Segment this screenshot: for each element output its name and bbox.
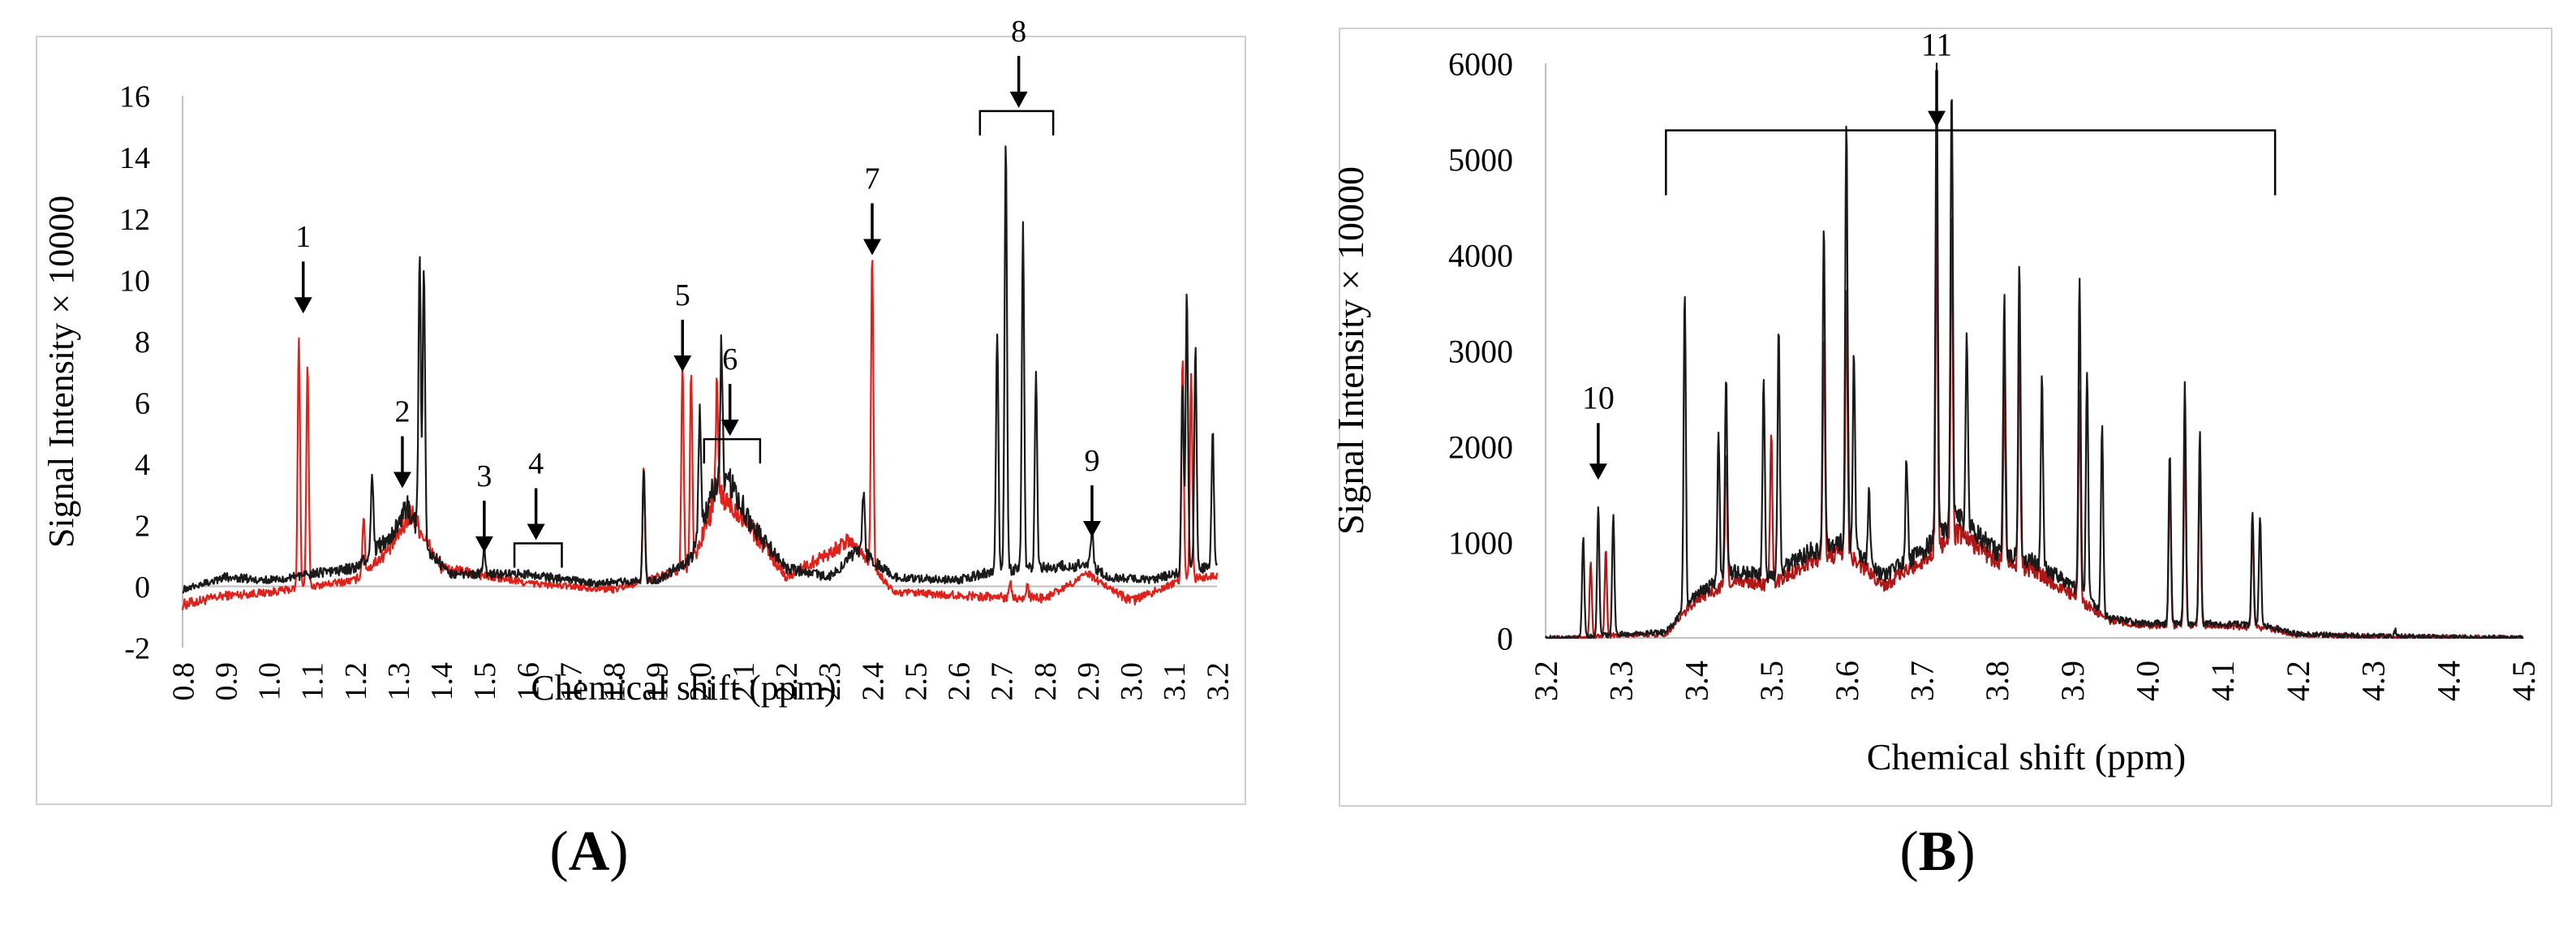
x-tick-label-A: 3.2 [1201,662,1235,701]
x-tick-label-B: 3.2 [1528,661,1564,701]
y-tick-label-A: 6 [135,386,150,420]
x-tick-label-A: 1.3 [382,662,416,701]
x-tick-label-A: 1.5 [468,662,502,701]
annotation-arrowhead-3 [475,536,493,553]
annotation-label-8: 8 [1011,15,1026,49]
x-tick-label-A: 2.6 [943,662,977,701]
annotation-bracket-6 [703,437,762,464]
y-tick-label-B: 6000 [1448,45,1513,82]
x-tick-label-A: 1.0 [253,662,287,701]
x-tick-label-B: 4.3 [2355,661,2392,701]
annotation-arrowhead-2 [393,472,411,489]
y-axis-title-B: Signal Intensity × 10000 [1330,166,1371,535]
annotation-arrowhead-4 [527,523,545,541]
series-line-B-red-spectrum [1545,208,2524,640]
y-tick-label-A: 16 [119,80,150,114]
x-tick-label-A: 0.8 [166,662,200,701]
annotation-arrowhead-8 [1009,91,1028,108]
annotation-arrowhead-11 [1928,110,1946,127]
annotation-bracket-4 [513,542,563,568]
x-tick-label-B: 3.5 [1753,661,1790,701]
y-tick-label-A: 8 [135,325,150,360]
x-tick-label-A: 0.9 [209,662,243,701]
x-tick-label-A: 2.5 [899,662,933,701]
x-tick-label-A: 1.4 [425,662,459,701]
annotation-label-11: 11 [1921,27,1953,63]
x-tick-label-B: 4.1 [2204,661,2241,701]
x-axis-title-A: Chemical shift (ppm) [531,668,836,708]
x-axis-title-B: Chemical shift (ppm) [1867,736,2186,777]
annotation-label-3: 3 [476,459,492,493]
series-line-B-black-spectrum [1545,62,2524,640]
x-tick-label-A: 3.0 [1115,662,1149,701]
y-tick-label-A: 12 [119,203,150,237]
annotation-bracket-11 [1665,129,2277,196]
panel-a-label: (A) [549,820,629,883]
annotation-label-1: 1 [295,220,311,254]
x-tick-label-B: 4.0 [2130,661,2166,701]
annotation-arrowhead-7 [863,239,881,256]
x-tick-label-A: 1.1 [296,662,330,701]
annotation-arrowhead-5 [673,355,692,372]
series-line-A-red-spectrum [181,260,1219,610]
x-tick-label-A: 3.1 [1158,662,1192,701]
x-tick-label-A: 2.0 [684,662,718,701]
panel-b-label: (B) [1899,820,1976,883]
x-tick-label-B: 4.5 [2505,661,2542,701]
annotation-arrowhead-9 [1082,521,1101,537]
series-line-A-black-spectrum [182,145,1219,594]
y-tick-label-B: 5000 [1448,141,1513,178]
x-tick-label-A: 2.1 [727,662,761,701]
x-tick-label-A: 1.8 [598,662,632,701]
annotation-label-7: 7 [865,162,880,196]
x-tick-label-A: 1.9 [641,662,675,701]
x-tick-label-B: 3.8 [1979,661,2015,701]
annotation-bracket-8 [978,110,1055,136]
x-tick-label-B: 3.3 [1603,661,1640,701]
y-tick-label-A: 2 [135,510,150,544]
annotation-label-10: 10 [1582,379,1615,416]
x-tick-label-A: 2.7 [986,662,1020,701]
annotation-label-6: 6 [722,342,738,377]
x-tick-label-B: 4.4 [2430,661,2466,701]
y-axis-title-A: Signal Intensity × 10000 [41,196,81,548]
y-tick-label-A: 4 [135,448,150,482]
x-tick-label-A: 2.3 [813,662,847,701]
x-tick-label-A: 2.8 [1029,662,1063,701]
x-tick-label-A: 1.6 [511,662,545,701]
y-tick-label-A: -2 [124,632,150,666]
x-tick-label-A: 2.2 [770,662,804,701]
x-tick-label-B: 3.9 [2054,661,2091,701]
y-tick-label-B: 3000 [1448,333,1513,369]
y-tick-label-A: 10 [119,264,150,298]
y-tick-label-B: 1000 [1448,524,1513,561]
panel-b-frame [1339,28,2552,807]
x-tick-label-B: 4.2 [2280,661,2316,701]
annotation-label-9: 9 [1084,444,1099,478]
y-tick-label-B: 0 [1497,620,1513,657]
annotation-label-2: 2 [394,395,410,429]
annotation-arrowhead-10 [1589,463,1607,480]
y-tick-label-A: 0 [135,571,150,605]
x-tick-label-A: 2.4 [856,662,890,701]
y-tick-label-A: 14 [119,141,150,175]
annotation-label-4: 4 [528,447,544,481]
x-tick-label-B: 3.4 [1678,661,1714,701]
annotation-arrowhead-1 [294,297,312,314]
x-tick-label-A: 1.7 [554,662,588,701]
annotation-label-5: 5 [675,278,690,312]
annotation-arrowhead-6 [720,420,739,437]
y-tick-label-B: 2000 [1448,429,1513,465]
x-tick-label-A: 2.9 [1072,662,1106,701]
x-tick-label-B: 3.7 [1903,661,1940,701]
x-tick-label-B: 3.6 [1829,661,1865,701]
y-tick-label-B: 4000 [1448,237,1513,273]
panel-a-frame [36,36,1246,805]
x-tick-label-A: 1.2 [339,662,373,701]
